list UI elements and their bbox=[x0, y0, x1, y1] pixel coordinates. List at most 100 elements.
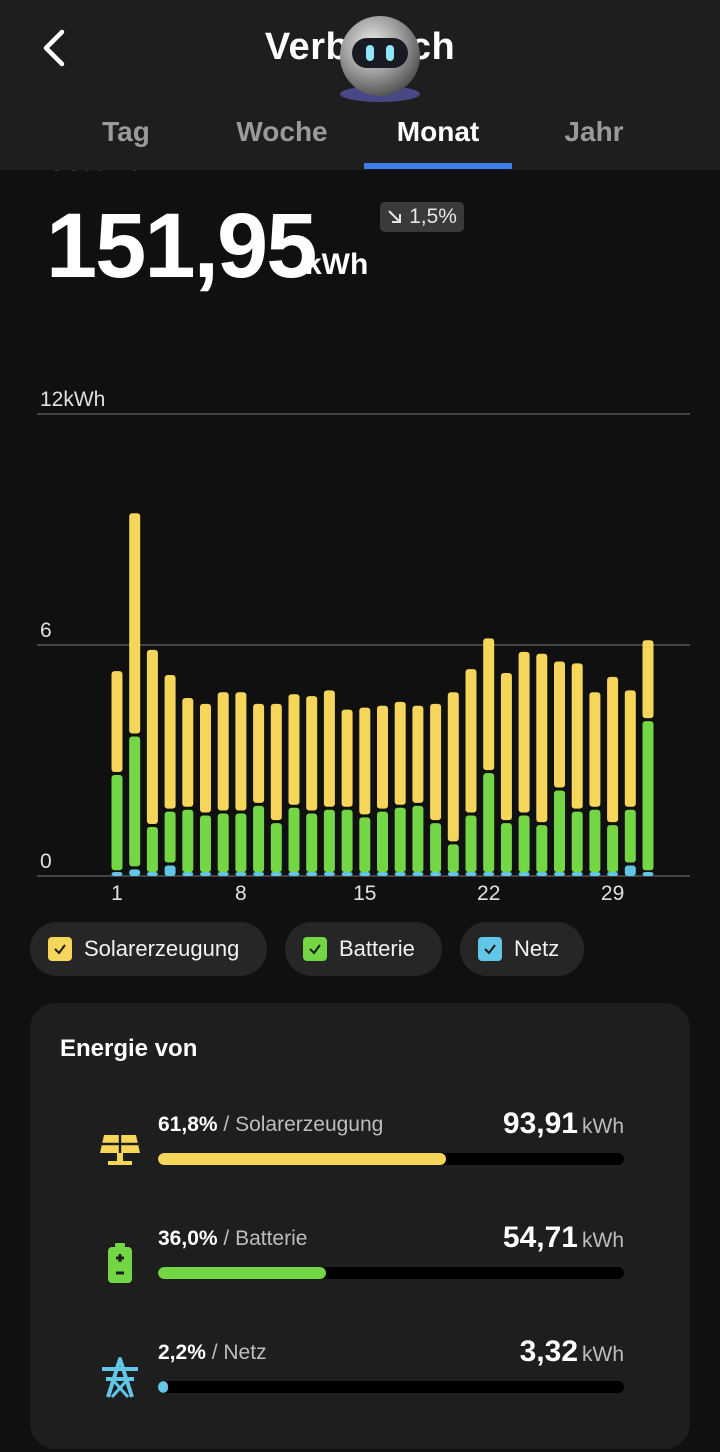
bar-solarerzeugung-day-11[interactable] bbox=[288, 694, 300, 805]
bar-solarerzeugung-day-29[interactable] bbox=[607, 676, 619, 823]
bar-solarerzeugung-day-1[interactable] bbox=[111, 671, 123, 773]
bar-netz-day-20[interactable] bbox=[447, 872, 459, 876]
bar-solarerzeugung-day-3[interactable] bbox=[146, 649, 158, 825]
bar-batterie-day-4[interactable] bbox=[164, 811, 176, 863]
bar-solarerzeugung-day-24[interactable] bbox=[518, 651, 530, 813]
bar-netz-day-18[interactable] bbox=[412, 872, 424, 876]
bar-netz-day-1[interactable] bbox=[111, 872, 123, 876]
bar-netz-day-17[interactable] bbox=[394, 872, 406, 876]
bar-batterie-day-19[interactable] bbox=[430, 823, 442, 873]
bar-netz-day-22[interactable] bbox=[483, 872, 495, 876]
bar-batterie-day-17[interactable] bbox=[394, 807, 406, 873]
bar-batterie-day-30[interactable] bbox=[624, 809, 636, 863]
bar-batterie-day-16[interactable] bbox=[377, 811, 388, 873]
tab-tag[interactable]: Tag bbox=[102, 116, 150, 147]
bar-batterie-day-2[interactable] bbox=[129, 736, 141, 867]
bar-netz-day-5[interactable] bbox=[182, 872, 194, 876]
bar-solarerzeugung-day-23[interactable] bbox=[500, 673, 512, 821]
bar-batterie-day-14[interactable] bbox=[341, 809, 353, 873]
bar-netz-day-15[interactable] bbox=[359, 872, 371, 876]
bar-netz-day-14[interactable] bbox=[341, 872, 353, 876]
bar-solarerzeugung-day-8[interactable] bbox=[235, 692, 247, 811]
bar-solarerzeugung-day-17[interactable] bbox=[394, 701, 406, 805]
bar-netz-day-19[interactable] bbox=[430, 872, 442, 876]
bar-batterie-day-18[interactable] bbox=[412, 805, 424, 873]
bar-batterie-day-31[interactable] bbox=[642, 721, 654, 871]
bar-solarerzeugung-day-10[interactable] bbox=[270, 703, 282, 821]
bar-netz-day-26[interactable] bbox=[554, 872, 565, 876]
bar-solarerzeugung-day-30[interactable] bbox=[624, 690, 636, 807]
bar-batterie-day-29[interactable] bbox=[607, 825, 619, 873]
bar-netz-day-28[interactable] bbox=[589, 872, 601, 876]
bar-batterie-day-11[interactable] bbox=[288, 807, 300, 873]
bar-netz-day-24[interactable] bbox=[518, 872, 530, 876]
bar-solarerzeugung-day-5[interactable] bbox=[182, 698, 194, 807]
bar-netz-day-29[interactable] bbox=[607, 872, 619, 876]
bar-solarerzeugung-day-6[interactable] bbox=[200, 703, 211, 813]
bar-netz-day-3[interactable] bbox=[146, 872, 158, 876]
bar-netz-day-6[interactable] bbox=[200, 872, 211, 876]
bar-batterie-day-26[interactable] bbox=[554, 790, 565, 873]
bar-batterie-day-7[interactable] bbox=[217, 813, 229, 873]
bar-batterie-day-5[interactable] bbox=[182, 809, 194, 873]
bar-solarerzeugung-day-16[interactable] bbox=[377, 705, 388, 809]
bar-solarerzeugung-day-4[interactable] bbox=[164, 674, 176, 809]
bar-solarerzeugung-day-13[interactable] bbox=[323, 690, 335, 807]
bar-batterie-day-3[interactable] bbox=[146, 827, 158, 873]
bar-batterie-day-25[interactable] bbox=[536, 825, 548, 873]
bar-batterie-day-20[interactable] bbox=[447, 844, 459, 873]
bar-batterie-day-28[interactable] bbox=[589, 809, 601, 873]
bar-batterie-day-23[interactable] bbox=[500, 823, 512, 873]
bar-netz-day-27[interactable] bbox=[571, 872, 583, 876]
bar-solarerzeugung-day-18[interactable] bbox=[412, 705, 424, 803]
bar-batterie-day-24[interactable] bbox=[518, 815, 530, 873]
bar-solarerzeugung-day-2[interactable] bbox=[129, 513, 141, 734]
bar-batterie-day-21[interactable] bbox=[465, 815, 477, 873]
bar-solarerzeugung-day-12[interactable] bbox=[306, 696, 318, 811]
bar-solarerzeugung-day-15[interactable] bbox=[359, 707, 371, 815]
bar-netz-day-8[interactable] bbox=[235, 872, 247, 876]
bar-netz-day-21[interactable] bbox=[465, 872, 477, 876]
bar-netz-day-25[interactable] bbox=[536, 872, 548, 876]
bar-batterie-day-15[interactable] bbox=[359, 817, 371, 873]
bar-netz-day-10[interactable] bbox=[270, 872, 282, 876]
bar-solarerzeugung-day-7[interactable] bbox=[217, 692, 229, 811]
bar-netz-day-13[interactable] bbox=[323, 872, 335, 876]
bar-batterie-day-1[interactable] bbox=[111, 775, 123, 871]
bar-batterie-day-13[interactable] bbox=[323, 809, 335, 873]
bar-netz-day-31[interactable] bbox=[642, 872, 654, 876]
bar-netz-day-9[interactable] bbox=[253, 872, 265, 876]
bar-solarerzeugung-day-19[interactable] bbox=[430, 703, 442, 821]
bar-solarerzeugung-day-14[interactable] bbox=[341, 709, 353, 807]
bar-solarerzeugung-day-25[interactable] bbox=[536, 653, 548, 823]
bar-batterie-day-9[interactable] bbox=[253, 805, 265, 873]
legend-battery-toggle[interactable]: Batterie bbox=[285, 922, 442, 976]
bar-solarerzeugung-day-27[interactable] bbox=[571, 663, 583, 809]
bar-batterie-day-8[interactable] bbox=[235, 813, 247, 873]
bar-solarerzeugung-day-9[interactable] bbox=[253, 703, 265, 803]
bar-solarerzeugung-day-26[interactable] bbox=[554, 661, 565, 788]
bar-netz-day-30[interactable] bbox=[624, 865, 636, 876]
bar-solarerzeugung-day-20[interactable] bbox=[447, 692, 459, 842]
bar-solarerzeugung-day-28[interactable] bbox=[589, 692, 601, 807]
bar-netz-day-16[interactable] bbox=[377, 872, 388, 876]
bar-batterie-day-12[interactable] bbox=[306, 813, 318, 873]
legend-solar-toggle[interactable]: Solarerzeugung bbox=[30, 922, 267, 976]
tab-jahr[interactable]: Jahr bbox=[564, 116, 624, 147]
bar-solarerzeugung-day-31[interactable] bbox=[642, 640, 654, 719]
bar-batterie-day-6[interactable] bbox=[200, 815, 211, 873]
bar-netz-day-12[interactable] bbox=[306, 872, 318, 876]
back-button[interactable] bbox=[34, 24, 78, 72]
bar-batterie-day-10[interactable] bbox=[270, 823, 282, 873]
bar-netz-day-7[interactable] bbox=[217, 872, 229, 876]
bar-netz-day-2[interactable] bbox=[129, 869, 141, 876]
bar-solarerzeugung-day-22[interactable] bbox=[483, 638, 495, 771]
bar-batterie-day-22[interactable] bbox=[483, 773, 495, 873]
tab-monat[interactable]: Monat bbox=[396, 116, 480, 147]
bar-netz-day-11[interactable] bbox=[288, 872, 300, 876]
bar-solarerzeugung-day-21[interactable] bbox=[465, 669, 477, 813]
tab-woche[interactable]: Woche bbox=[236, 116, 328, 147]
legend-grid-toggle[interactable]: Netz bbox=[460, 922, 584, 976]
bar-batterie-day-27[interactable] bbox=[571, 811, 583, 873]
bar-netz-day-4[interactable] bbox=[164, 865, 176, 876]
